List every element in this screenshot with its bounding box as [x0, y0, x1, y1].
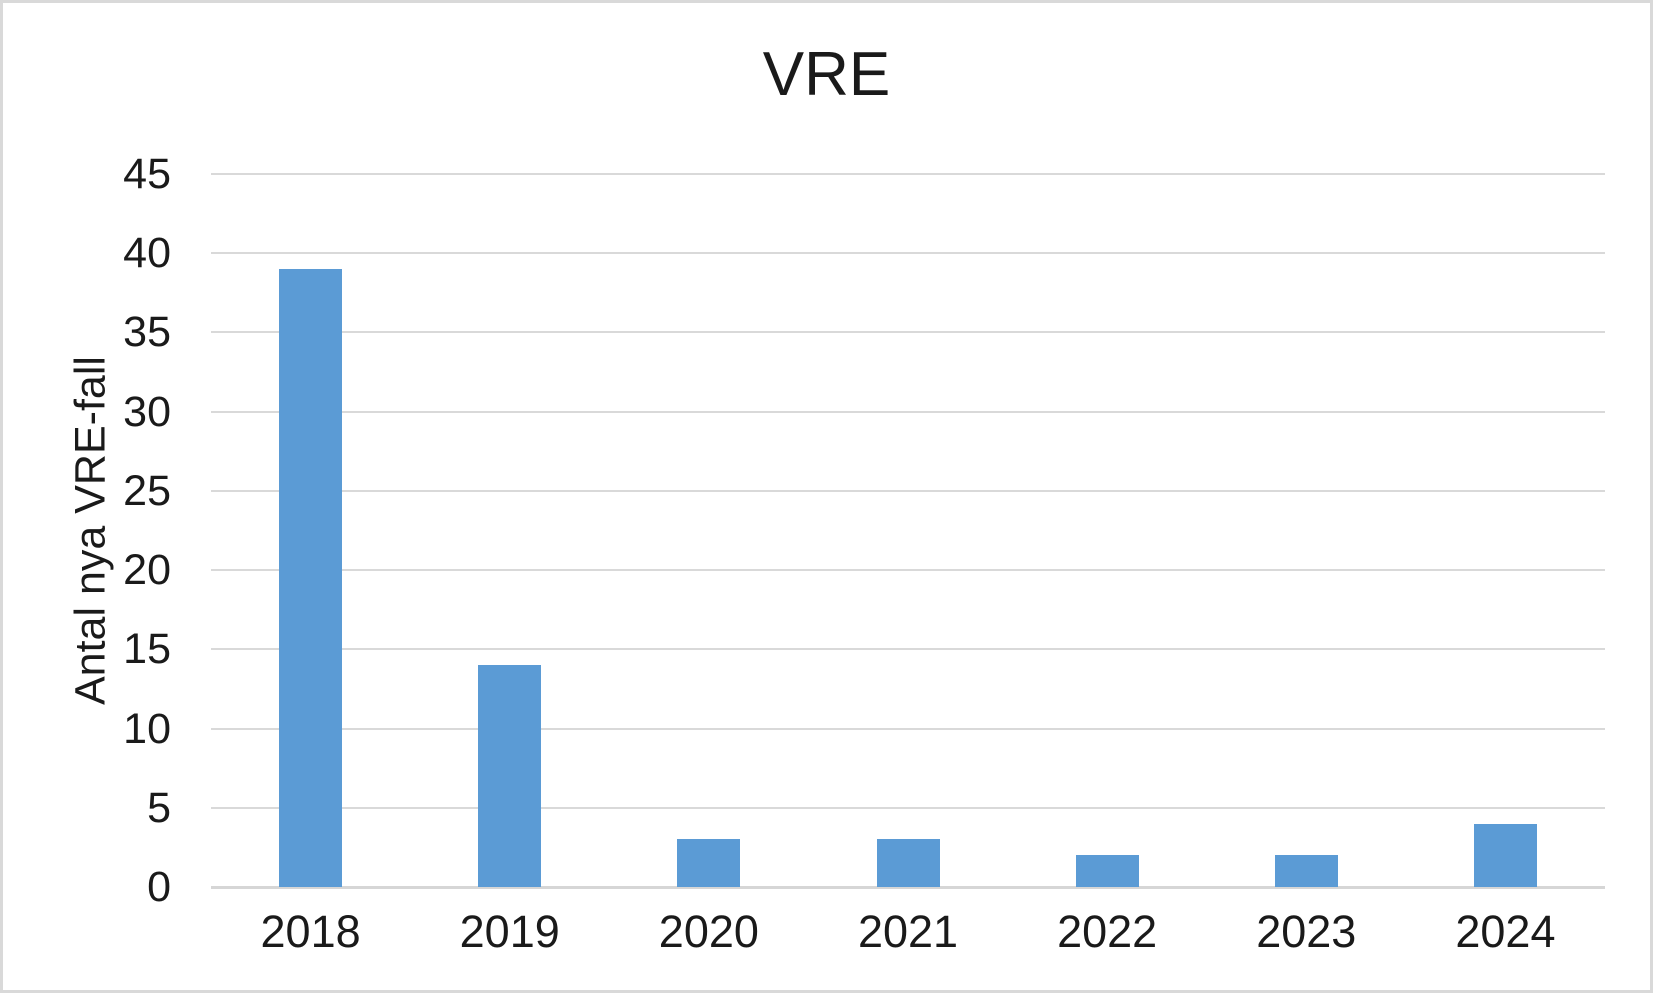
gridline-y-30 — [211, 410, 1605, 413]
gridline-y-25 — [211, 489, 1605, 492]
gridline-y-35 — [211, 331, 1605, 334]
x-tick-label-2022: 2022 — [1057, 906, 1158, 957]
y-tick-label-10: 10 — [123, 704, 171, 753]
chart-title: VRE — [762, 40, 891, 109]
plot-area — [211, 173, 1605, 889]
x-axis-tick-labels: 2018 2019 2020 2021 2022 2023 2024 — [211, 906, 1605, 962]
y-tick-label-40: 40 — [123, 229, 171, 278]
bar-2022 — [1075, 855, 1139, 887]
gridline-y-40 — [211, 252, 1605, 255]
y-tick-label-5: 5 — [147, 783, 171, 832]
y-tick-label-20: 20 — [123, 546, 171, 595]
bar-2018 — [279, 269, 343, 887]
x-axis-line — [211, 886, 1605, 889]
x-tick-label-2024: 2024 — [1455, 906, 1556, 957]
gridline-y-45 — [211, 173, 1605, 175]
y-tick-label-45: 45 — [123, 150, 171, 198]
x-tick-label-2023: 2023 — [1256, 906, 1357, 957]
y-tick-label-30: 30 — [123, 387, 171, 436]
gridline-y-10 — [211, 727, 1605, 730]
y-tick-label-35: 35 — [123, 308, 171, 357]
y-tick-label-15: 15 — [123, 625, 171, 674]
x-tick-label-2021: 2021 — [857, 906, 959, 957]
bar-2019 — [478, 665, 542, 887]
x-tick-label-2018: 2018 — [260, 906, 361, 957]
bar-2024 — [1473, 823, 1537, 887]
y-axis-tick-labels: 0 5 10 15 20 25 30 35 40 45 — [3, 152, 171, 909]
gridline-y-15 — [211, 648, 1605, 651]
x-tick-label-2019: 2019 — [459, 906, 560, 957]
bar-2021 — [876, 839, 940, 887]
bar-2023 — [1274, 855, 1338, 887]
bar-2020 — [677, 839, 741, 887]
gridline-y-20 — [211, 569, 1605, 572]
y-tick-label-25: 25 — [123, 466, 171, 515]
y-tick-label-0: 0 — [147, 863, 171, 911]
x-tick-label-2020: 2020 — [658, 906, 759, 957]
gridline-y-5 — [211, 806, 1605, 809]
